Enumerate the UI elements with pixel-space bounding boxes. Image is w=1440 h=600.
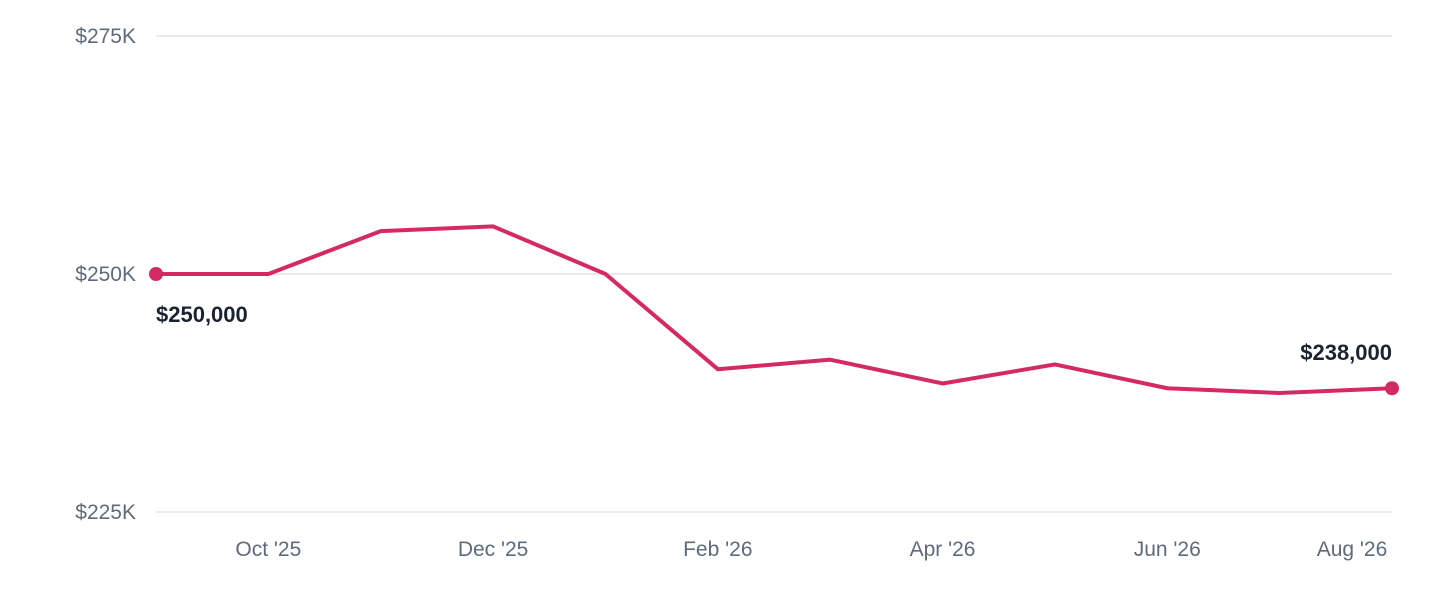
- x-tick-label: Apr '26: [910, 538, 976, 561]
- grid-layer: [156, 35, 1392, 513]
- y-tick-label: $225K: [75, 501, 136, 524]
- data-label-layer: $250,000 $238,000: [156, 302, 1392, 365]
- series-line: [154, 224, 1394, 395]
- y-tick-label: $250K: [75, 263, 136, 286]
- y-tick-label: $275K: [75, 25, 136, 48]
- y-axis: $275K $250K $225K: [75, 25, 136, 524]
- end-value-label: $238,000: [1300, 340, 1392, 365]
- x-tick-label: Jun '26: [1134, 538, 1201, 561]
- x-tick-label: Feb '26: [683, 538, 752, 561]
- x-tick-label: Aug '26: [1317, 538, 1388, 561]
- x-tick-label: Dec '25: [458, 538, 529, 561]
- start-value-label: $250,000: [156, 302, 248, 327]
- x-axis: Oct '25 Dec '25 Feb '26 Apr '26 Jun '26 Aug '…: [235, 538, 1387, 561]
- endpoint-marker[interactable]: [149, 267, 163, 281]
- x-tick-label: Oct '25: [235, 538, 301, 561]
- series-layer: [149, 224, 1399, 396]
- endpoint-marker[interactable]: [1385, 381, 1399, 396]
